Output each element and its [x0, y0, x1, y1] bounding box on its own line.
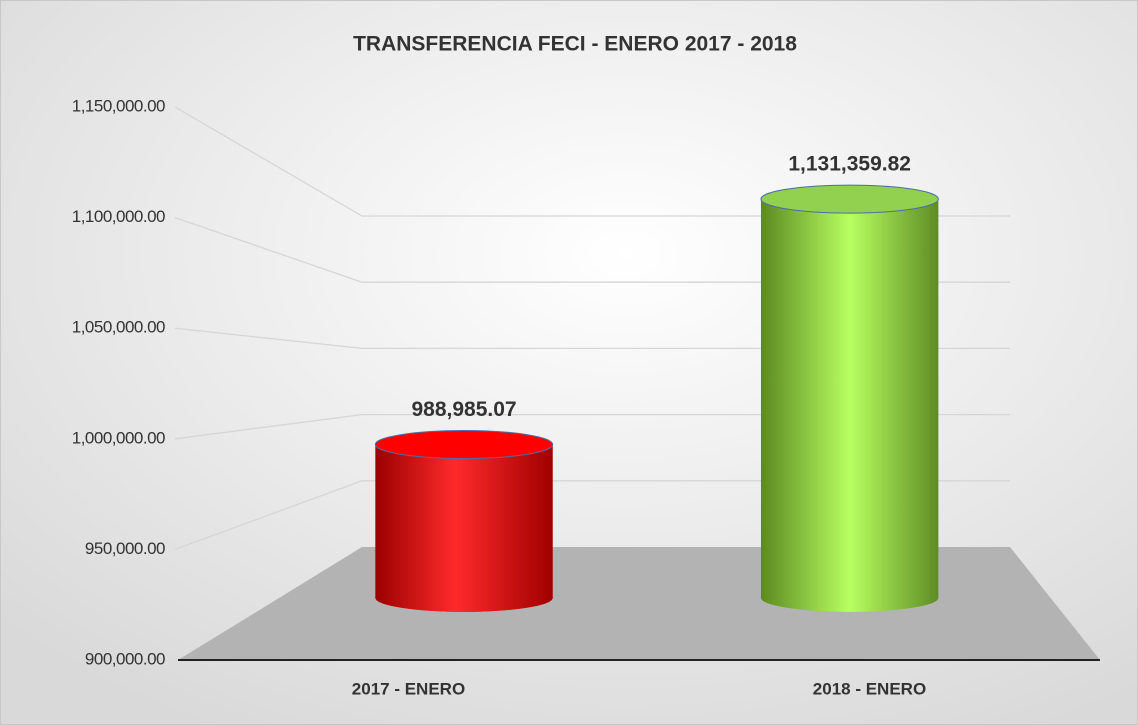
y-tick-label: 900,000.00: [85, 649, 165, 668]
value-label: 1,131,359.82: [788, 153, 911, 176]
cylinder-bottom: [375, 583, 553, 612]
x-tick-label: 2018 - ENERO: [813, 679, 926, 698]
y-tick-label: 1,100,000.00: [72, 207, 165, 226]
y-tick-label: 1,050,000.00: [72, 318, 165, 337]
x-tick-label: 2017 - ENERO: [352, 679, 465, 698]
cylinder-top: [374, 429, 554, 459]
value-label: 988,985.07: [411, 398, 516, 421]
cylinder-bottom: [760, 583, 939, 612]
bar: [760, 199, 939, 598]
y-tick-label: 1,150,000.00: [72, 96, 165, 115]
cylinder-top: [760, 184, 939, 214]
y-tick-label: 1,000,000.00: [72, 428, 165, 447]
chart-title: TRANSFERENCIA FECI - ENERO 2017 - 2018: [353, 33, 797, 56]
bar: [375, 444, 553, 598]
y-tick-label: 950,000.00: [85, 539, 165, 558]
